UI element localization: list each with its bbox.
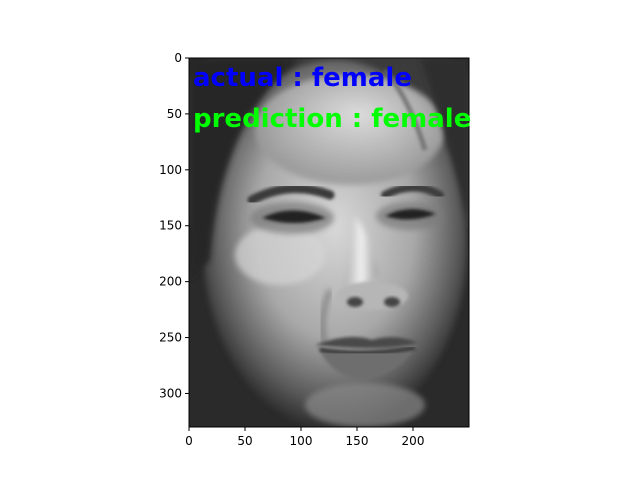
x-tick-label: 0 [185,434,193,448]
y-tick-label: 200 [159,275,182,289]
x-tick-label: 50 [237,434,252,448]
actual-label: actual : female [193,63,412,93]
x-axis: 0 50 100 150 200 [185,427,424,448]
y-tick-label: 300 [159,386,182,400]
y-tick-label: 50 [167,107,182,121]
y-tick-label: 250 [159,331,182,345]
y-tick-label: 100 [159,163,182,177]
face-image [189,58,469,427]
x-tick-label: 100 [290,434,313,448]
x-tick-label: 200 [402,434,425,448]
prediction-label: prediction : female [193,104,471,134]
y-axis: 0 50 100 150 200 250 300 [159,51,189,400]
x-tick-label: 150 [346,434,369,448]
axes-frame [188,57,470,428]
y-tick-label: 150 [159,219,182,233]
y-tick-label: 0 [174,51,182,65]
